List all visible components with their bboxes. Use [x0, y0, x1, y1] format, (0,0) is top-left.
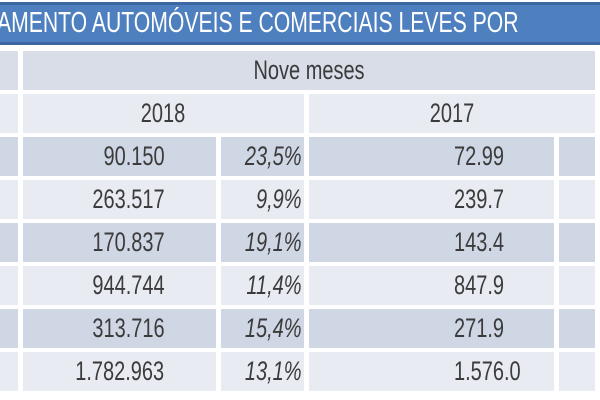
value-2018-cell: 263.517 [23, 180, 217, 219]
value-2018-cell-text: 90.150 [103, 141, 165, 171]
data-row: 1.782.963 13,1% 1.576.0 [0, 352, 595, 391]
title-banner: AMENTO AUTOMÓVEIS E COMERCIAIS LEVES POR [0, 2, 600, 45]
pct-2017-cell-offscreen [558, 309, 595, 348]
pct-change-cell: 23,5% [221, 137, 304, 176]
value-2017-cell: 143.4 [308, 223, 554, 262]
year-row-empty-cell [0, 94, 19, 133]
data-row: 944.744 11,4% 847.9 [0, 266, 595, 305]
year-2018-header: 2018 [23, 94, 304, 133]
pct-change-cell: 13,1% [221, 352, 304, 391]
value-2018-cell: 944.744 [23, 266, 217, 305]
year-2017-header: 2017 [308, 94, 595, 133]
pct-change-cell-text: 13,1% [245, 356, 302, 386]
year-header-row: 2018 2017 [0, 94, 595, 133]
corner-empty-cell [0, 51, 19, 90]
value-2017-cell-text: 271.9 [453, 313, 504, 343]
data-row: 90.150 23,5% 72.99 [0, 137, 595, 176]
pct-2017-cell-offscreen [558, 137, 595, 176]
value-2017-cell: 239.7 [308, 180, 554, 219]
data-table: Nove meses 2018 2017 90.150 23,5% 72.99 263… [0, 47, 600, 395]
value-2017-cell: 847.9 [308, 266, 554, 305]
data-table-wrap: Nove meses 2018 2017 90.150 23,5% 72.99 263… [0, 47, 600, 395]
pct-change-cell: 15,4% [221, 309, 304, 348]
value-2018-cell-text: 944.744 [92, 270, 165, 300]
row-label-cell-cropped [0, 309, 19, 348]
pct-2017-cell-offscreen [558, 223, 595, 262]
value-2018-cell-text: 1.782.963 [75, 356, 165, 386]
value-2018-cell: 313.716 [23, 309, 217, 348]
pct-change-cell-text: 15,4% [245, 313, 302, 343]
pct-change-cell: 11,4% [221, 266, 304, 305]
row-label-cell-cropped [0, 137, 19, 176]
pct-change-cell: 9,9% [221, 180, 304, 219]
row-label-cell-cropped [0, 352, 19, 391]
row-label-cell-cropped [0, 180, 19, 219]
pct-change-cell: 19,1% [221, 223, 304, 262]
row-label-cell-cropped [0, 266, 19, 305]
year-2017-label: 2017 [429, 98, 475, 128]
value-2018-cell: 1.782.963 [23, 352, 217, 391]
pct-change-cell-text: 19,1% [245, 227, 302, 257]
value-2018-cell-text: 263.517 [92, 184, 165, 214]
value-2017-cell: 72.99 [308, 137, 554, 176]
pct-2017-cell-offscreen [558, 180, 595, 219]
row-label-cell-cropped [0, 223, 19, 262]
value-2018-cell: 170.837 [23, 223, 217, 262]
value-2017-cell-text: 847.9 [453, 270, 504, 300]
value-2018-cell-text: 313.716 [92, 313, 165, 343]
value-2017-cell-text: 1.576.0 [453, 356, 521, 386]
pct-2017-cell-offscreen [558, 352, 595, 391]
value-2018-cell: 90.150 [23, 137, 217, 176]
year-2018-label: 2018 [141, 98, 186, 128]
value-2017-cell-text: 72.99 [453, 141, 504, 171]
pct-change-cell-text: 9,9% [256, 184, 302, 214]
period-header-row: Nove meses [0, 51, 595, 90]
pct-change-cell-text: 11,4% [246, 270, 302, 300]
data-row: 313.716 15,4% 271.9 [0, 309, 595, 348]
pct-2017-cell-offscreen [558, 266, 595, 305]
value-2018-cell-text: 170.837 [92, 227, 165, 257]
value-2017-cell: 1.576.0 [308, 352, 554, 391]
value-2017-cell-text: 143.4 [453, 227, 504, 257]
page-title: AMENTO AUTOMÓVEIS E COMERCIAIS LEVES POR [0, 7, 519, 39]
data-row: 263.517 9,9% 239.7 [0, 180, 595, 219]
value-2017-cell: 271.9 [308, 309, 554, 348]
pct-change-cell-text: 23,5% [245, 141, 302, 171]
period-header-cell: Nove meses [23, 51, 595, 90]
period-header-label: Nove meses [253, 55, 365, 85]
data-row: 170.837 19,1% 143.4 [0, 223, 595, 262]
value-2017-cell-text: 239.7 [453, 184, 504, 214]
